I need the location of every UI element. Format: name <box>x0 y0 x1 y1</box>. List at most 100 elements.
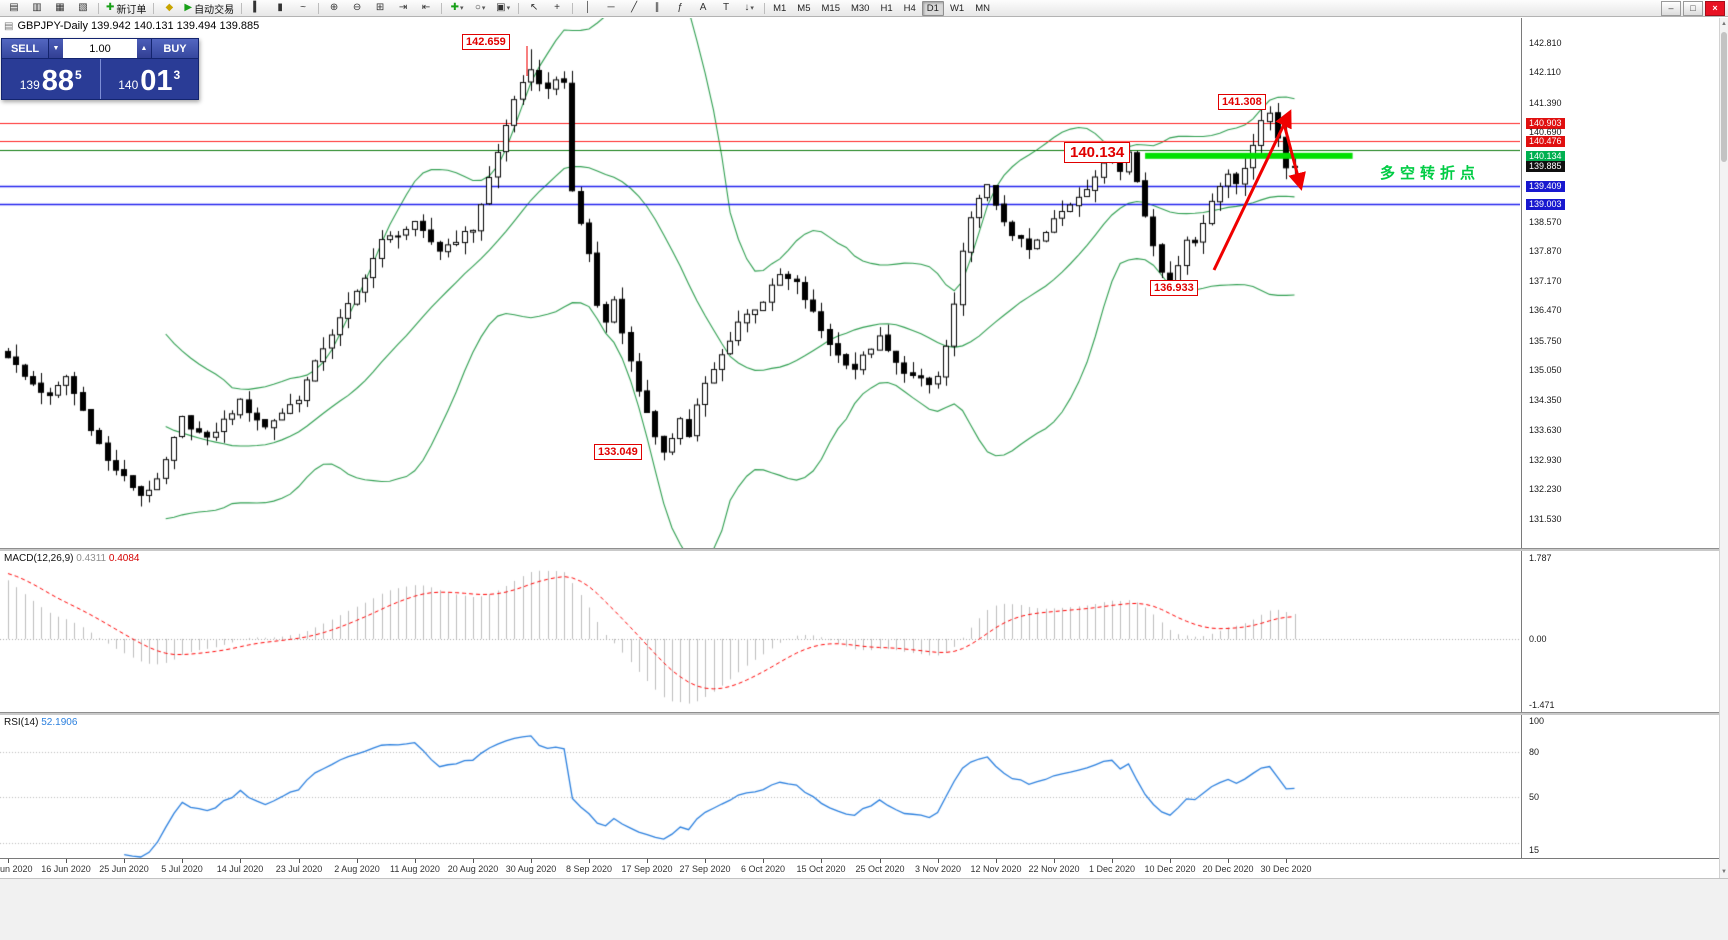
timeframe-mn[interactable]: MN <box>975 2 990 14</box>
buy-button[interactable]: BUY <box>151 39 198 58</box>
chevron-down-icon: ▾ <box>506 5 511 12</box>
panel-splitter[interactable] <box>0 712 1728 715</box>
close-button[interactable]: × <box>1705 0 1725 16</box>
panel-splitter[interactable] <box>0 548 1728 551</box>
time-tick <box>763 859 764 863</box>
indicators-icon[interactable]: ✚ ▾ <box>446 0 468 16</box>
chart-shift-icon: ⇤ <box>421 2 431 13</box>
rsi-canvas[interactable] <box>0 715 1520 858</box>
autotrade-button[interactable]: ▶ 自动交易 <box>181 0 237 16</box>
timeframe-d1[interactable]: D1 <box>921 0 944 16</box>
bull-bear-note: 多空转折点 <box>1380 165 1481 182</box>
candle-chart-icon[interactable]: ▮ <box>269 0 291 16</box>
macd-canvas[interactable] <box>0 551 1520 712</box>
one-click-trading-panel: SELL ▼ 1.00 ▲ BUY 139 88 5 140 01 3 <box>1 38 199 100</box>
auto-scroll-icon[interactable]: ⇥ <box>392 0 414 16</box>
timeframe-h1[interactable]: H1 <box>880 2 893 14</box>
label-icon[interactable]: T <box>715 0 737 16</box>
price-axis: 142.810 142.110 141.390 140.903 140.690 140.4… <box>1521 18 1728 548</box>
price-label: 80 <box>1529 746 1540 757</box>
ask-big: 01 <box>140 65 173 97</box>
macd-axis: 1.787 0.00 -1.471 <box>1521 551 1728 712</box>
minimize-button[interactable]: – <box>1661 0 1681 16</box>
volume-increase-button[interactable]: ▲ <box>137 39 151 58</box>
time-label: 12 Nov 2020 <box>970 864 1022 874</box>
hline-icon[interactable]: ─ <box>600 0 622 16</box>
sell-button[interactable]: SELL <box>2 39 49 58</box>
price-label: 1.787 <box>1529 553 1552 564</box>
text-icon[interactable]: A <box>692 0 714 16</box>
line-chart-icon[interactable]: ~ <box>292 0 314 16</box>
scroll-up-icon[interactable]: ▲ <box>1721 21 1727 27</box>
time-tick <box>1228 859 1229 863</box>
toolbar: ▤ ▥ ▦ ▧ ✚ 新订单 ◆ ▶ 自动交易 ▍ ▮ ~ ⊕ ⊖ ⊞ ⇥ ⇤ ✚ ▾ ○ ▾ ▣ ▾ ↖ + │ ─ ╱ ∥ ƒ A T ↓ ▾ … <box>0 0 1728 17</box>
metaeditor-icon[interactable]: ◆ <box>158 0 180 16</box>
volume-decrease-button[interactable]: ▼ <box>49 39 63 58</box>
time-label: 1 Dec 2020 <box>1088 864 1136 874</box>
zoom-in-icon[interactable]: ⊕ <box>323 0 345 16</box>
timeframe-group: M1 M5 M15 M30 H1 H4 D1 W1 MN <box>768 0 995 16</box>
trendline-icon: ╱ <box>631 2 638 13</box>
timeframe-w1[interactable]: W1 <box>949 2 965 14</box>
time-tick <box>589 859 590 863</box>
cursor-icon: ↖ <box>529 2 539 13</box>
vertical-scrollbar[interactable]: ▲ ▼ <box>1719 18 1728 878</box>
chevron-down-icon: ▾ <box>481 5 486 12</box>
crosshair-icon[interactable]: + <box>546 0 568 16</box>
channel-icon[interactable]: ∥ <box>646 0 668 16</box>
time-tick <box>1170 859 1171 863</box>
timeframe-m1[interactable]: M1 <box>773 2 787 14</box>
arrows-tool-icon: ↓ <box>744 2 750 13</box>
navigator-icon[interactable]: ▧ <box>72 0 94 16</box>
profiles-icon[interactable]: ▥ <box>26 0 48 16</box>
trendline-icon[interactable]: ╱ <box>623 0 645 16</box>
restore-button[interactable]: □ <box>1683 0 1703 16</box>
toolbar-separator <box>441 2 443 14</box>
timeframe-h4[interactable]: H4 <box>903 2 916 14</box>
zoom-out-icon[interactable]: ⊖ <box>346 0 368 16</box>
new-order-button[interactable]: ✚ 新订单 <box>103 0 149 16</box>
fibonacci-icon[interactable]: ƒ <box>669 0 691 16</box>
time-tick <box>705 859 706 863</box>
toolbar-separator <box>241 2 243 14</box>
profiles-icon: ▥ <box>32 2 42 13</box>
periods-icon[interactable]: ○ ▾ <box>469 0 491 16</box>
price-chart-canvas[interactable] <box>0 18 1520 548</box>
time-label: 25 Jun 2020 <box>99 864 149 874</box>
toolbar-separator <box>318 2 320 14</box>
price-label: 134.350 <box>1529 394 1562 405</box>
scrollbar-thumb[interactable] <box>1721 32 1727 162</box>
chart-shift-icon[interactable]: ⇤ <box>415 0 437 16</box>
ask-price[interactable]: 140 01 3 <box>99 59 199 99</box>
price-label: 140.690 <box>1529 127 1562 138</box>
timeframe-m5[interactable]: M5 <box>797 2 811 14</box>
price-label: 139.885 <box>1526 161 1565 173</box>
time-tick <box>1054 859 1055 863</box>
toolbar-separator <box>518 2 520 14</box>
timeframe-m15[interactable]: M15 <box>821 2 840 14</box>
tile-windows-icon[interactable]: ⊞ <box>369 0 391 16</box>
timeframe-m30[interactable]: M30 <box>850 2 870 14</box>
price-label: 140.903 <box>1526 118 1565 130</box>
tile-windows-icon: ⊞ <box>375 2 385 13</box>
time-label: 6 Oct 2020 <box>740 864 786 874</box>
templates-icon[interactable]: ▣ ▾ <box>492 0 514 16</box>
bid-prefix: 139 <box>19 78 40 92</box>
macd-panel: MACD(12,26,9) 0.4311 0.4084 1.787 0.00 -1.… <box>0 551 1728 712</box>
time-tick <box>473 859 474 863</box>
new-chart-icon[interactable]: ▤ <box>3 0 25 16</box>
volume-input[interactable]: 1.00 <box>63 39 137 58</box>
cursor-icon[interactable]: ↖ <box>523 0 545 16</box>
time-tick <box>996 859 997 863</box>
time-tick <box>357 859 358 863</box>
bid-price[interactable]: 139 88 5 <box>2 59 100 99</box>
scroll-down-icon[interactable]: ▼ <box>1721 869 1727 875</box>
price-label: 142.110 <box>1529 67 1561 78</box>
market-watch-icon[interactable]: ▦ <box>49 0 71 16</box>
arrows-tool-icon[interactable]: ↓ ▾ <box>738 0 760 16</box>
channel-icon: ∥ <box>654 2 660 13</box>
bar-chart-icon[interactable]: ▍ <box>246 0 268 16</box>
price-label: 132.930 <box>1529 454 1562 465</box>
vline-icon[interactable]: │ <box>577 0 599 16</box>
time-tick <box>821 859 822 863</box>
